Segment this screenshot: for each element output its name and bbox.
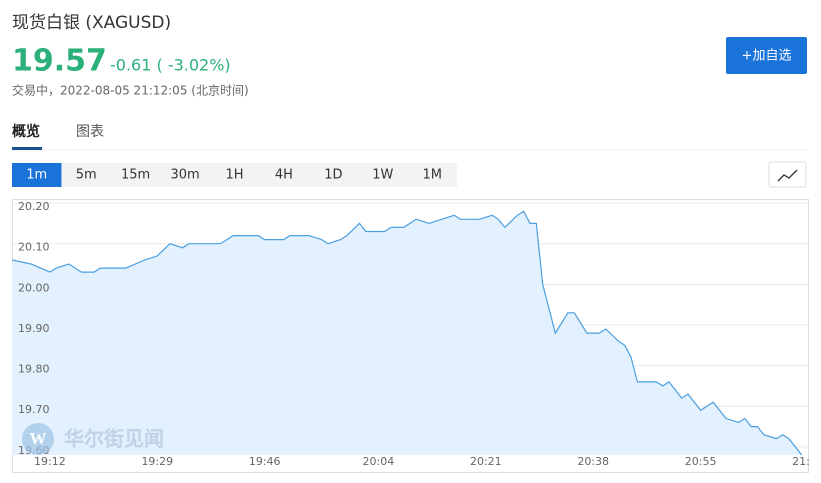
interval[interactable]: 15m — [121, 168, 150, 183]
x-tick-label: 20:55 — [685, 455, 717, 468]
plot: 19.6019.7019.8019.9020.0020.1020.2019:12… — [12, 200, 821, 468]
y-tick-label: 19.70 — [18, 403, 50, 416]
status: 交易中，2022-08-05 21:12:05 (北京时间) — [12, 83, 249, 98]
change: -0.61 ( -3.02%) — [110, 56, 231, 75]
x-tick-label: 19:12 — [34, 455, 66, 468]
interval[interactable]: 1m — [26, 168, 47, 183]
watermark: 华尔街见闻 — [64, 427, 164, 451]
price: 19.57 — [12, 44, 107, 79]
interval[interactable]: 4H — [275, 168, 293, 183]
line — [12, 210, 803, 456]
area — [12, 211, 802, 455]
y-tick-label: 20.00 — [18, 281, 50, 294]
interval[interactable]: 1M — [423, 168, 443, 183]
tab[interactable]: 概览 — [12, 123, 40, 140]
x-tick-label: 21:12 — [792, 455, 821, 468]
add-button-label[interactable]: +加自选 — [742, 49, 792, 64]
x-tick-label: 20:04 — [363, 455, 395, 468]
interval-bar — [12, 163, 457, 187]
y-tick-label: 19.80 — [18, 363, 50, 376]
add-button[interactable] — [726, 37, 807, 74]
x-tick-label: 19:29 — [141, 455, 173, 468]
chart-type-button[interactable] — [768, 161, 807, 188]
watermark-logo-mark: W — [30, 429, 47, 448]
interval[interactable]: 1H — [225, 168, 243, 183]
interval[interactable]: 30m — [170, 168, 199, 183]
tab-underline — [12, 147, 42, 150]
y-tick-label: 20.20 — [18, 200, 50, 213]
interval-active — [12, 163, 62, 187]
x-tick-label: 20:21 — [470, 455, 502, 468]
chart-type-icon — [777, 169, 798, 182]
tab[interactable]: 图表 — [76, 124, 104, 140]
y-tick-label: 19.90 — [18, 322, 50, 335]
x-tick-label: 20:38 — [577, 455, 609, 468]
y-tick-label: 20.10 — [18, 241, 50, 254]
watermark-logo — [22, 423, 54, 455]
title: 现货白银 (XAGUSD) — [12, 13, 171, 33]
x-tick-label: 19:46 — [249, 455, 281, 468]
interval[interactable]: 1D — [324, 168, 342, 183]
interval[interactable]: 5m — [76, 168, 97, 183]
interval[interactable]: 1W — [372, 168, 393, 183]
